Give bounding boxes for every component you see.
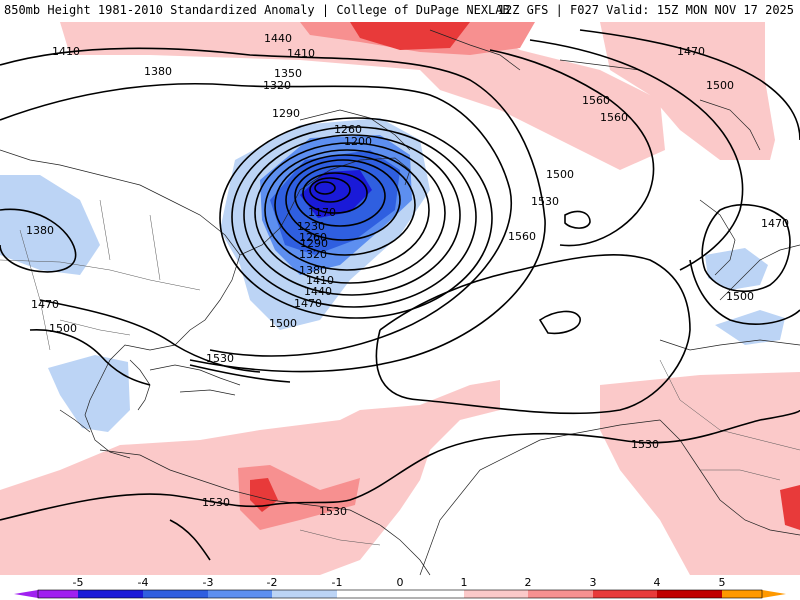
anomaly-shading: [0, 22, 800, 575]
contour-label: 1560: [600, 111, 628, 124]
contour-label: 1440: [264, 32, 292, 45]
contour-label: 1470: [294, 297, 322, 310]
contour-label: 1320: [299, 248, 327, 261]
map-title: 850mb Height 1981-2010 Standardized Anom…: [4, 3, 510, 17]
colorbar-segment: [528, 590, 593, 598]
colorbar-segment: [657, 590, 722, 598]
contour-label: 1410: [52, 45, 80, 58]
contour-label: 1530: [319, 505, 347, 518]
colorbar-segment: [464, 590, 528, 598]
colorbar-tick: 5: [719, 576, 726, 589]
contour-label: 1500: [269, 317, 297, 330]
contour-label: 1470: [761, 217, 789, 230]
contour-label: 1350: [274, 67, 302, 80]
contour-label: 1500: [726, 290, 754, 303]
positive-anomaly-africa: [600, 372, 800, 575]
contour-label: 1380: [26, 224, 54, 237]
colorbar-segment: [78, 590, 143, 598]
strong-positive-greenland-core: [350, 22, 470, 50]
contour-label: 1500: [546, 168, 574, 181]
contour-label: 1410: [306, 274, 334, 287]
colorbar-tick: -3: [203, 576, 214, 589]
colorbar-tick: -4: [138, 576, 149, 589]
contour-label: 1320: [263, 79, 291, 92]
negative-anomaly-center: [300, 170, 372, 218]
colorbar-tick: -2: [267, 576, 278, 589]
positive-anomaly-north: [60, 22, 665, 170]
contour-label: 1530: [631, 438, 659, 451]
contour-label: 1560: [508, 230, 536, 243]
contour-label: 1440: [304, 285, 332, 298]
contour-label: 1470: [31, 298, 59, 311]
contour-label: 1560: [582, 94, 610, 107]
contour-label: 1290: [272, 107, 300, 120]
contour-label: 1170: [308, 206, 336, 219]
contour-label: 1530: [202, 496, 230, 509]
colorbar-tick: 4: [654, 576, 661, 589]
contour-label: 1470: [677, 45, 705, 58]
negative-anomaly-gulf: [48, 355, 130, 432]
contour-label: 1500: [706, 79, 734, 92]
contour-label: 1530: [531, 195, 559, 208]
contour-label: 1530: [206, 352, 234, 365]
contour-label: 1380: [299, 264, 327, 277]
negative-anomaly-med: [715, 310, 785, 345]
contour-label: 1230: [297, 220, 325, 233]
contour-label: 1290: [300, 237, 328, 250]
colorbar-segment: [722, 590, 762, 598]
strong-positive-venezuela-core: [250, 478, 278, 512]
colorbar-end-left: [14, 590, 38, 598]
colorbar-tick: -1: [332, 576, 343, 589]
height-contours: [0, 29, 800, 561]
colorbar-segment: [272, 590, 337, 598]
colorbar-segment: [38, 590, 78, 598]
negative-anomaly-europe: [705, 248, 768, 290]
colorbar-tick: 0: [397, 576, 404, 589]
strong-positive-africa: [780, 485, 800, 530]
title-bar: 850mb Height 1981-2010 Standardized Anom…: [0, 0, 800, 20]
colorbar-tick: 1: [461, 576, 468, 589]
colorbar-tick: 3: [590, 576, 597, 589]
colorbar-tick: 2: [525, 576, 532, 589]
colorbar-tick: -5: [73, 576, 84, 589]
colorbar-segment: [337, 590, 464, 598]
colorbar-segment: [593, 590, 657, 598]
contour-label: 1500: [49, 322, 77, 335]
contour-label: 1200: [344, 135, 372, 148]
model-valid-time: 12Z GFS | F027 Valid: 15Z MON NOV 17 202…: [497, 3, 794, 17]
colorbar-end-right: [762, 590, 786, 598]
colorbar-segment: [143, 590, 208, 598]
colorbar-segment: [208, 590, 272, 598]
contour-label: 1260: [299, 231, 327, 244]
contour-label: 1260: [334, 123, 362, 136]
contour-label: 1410: [287, 47, 315, 60]
contour-labels: 1410 1440 1410 1380 1350 1320 1290 1260 …: [26, 32, 789, 518]
contour-label: 1380: [144, 65, 172, 78]
positive-anomaly-northeast: [600, 22, 775, 160]
colorbar: -5 -4 -3 -2 -1 0 1 2 3 4 5: [0, 576, 800, 600]
